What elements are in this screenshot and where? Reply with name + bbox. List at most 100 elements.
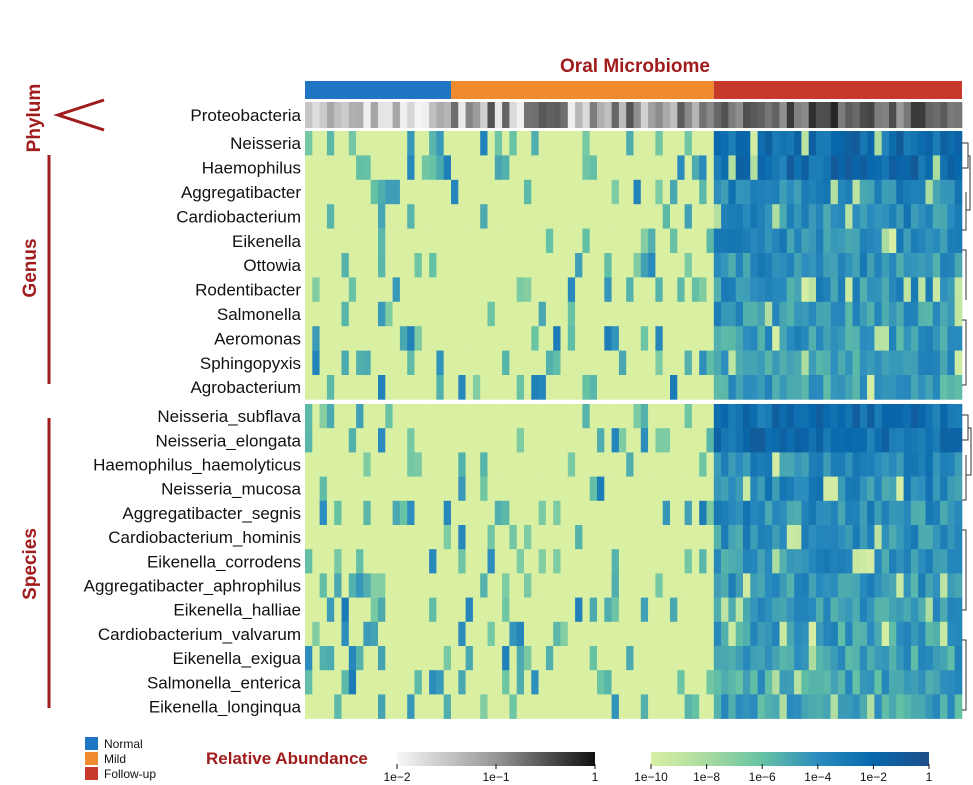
species-cell bbox=[509, 525, 517, 550]
species-cell bbox=[794, 597, 802, 623]
species-cell bbox=[582, 670, 590, 695]
species-cell bbox=[553, 621, 561, 647]
species-cell bbox=[421, 404, 430, 429]
phylum-cell bbox=[363, 102, 371, 128]
species-cell bbox=[326, 646, 335, 671]
phylum-cell bbox=[545, 102, 554, 128]
genus-cell bbox=[305, 350, 313, 376]
genus-cell bbox=[662, 253, 671, 278]
genus-cell bbox=[801, 277, 809, 303]
genus-cell bbox=[356, 277, 364, 303]
species-cell bbox=[472, 404, 481, 429]
genus-cell bbox=[312, 350, 320, 376]
genus-cell bbox=[421, 301, 430, 327]
genus-cell bbox=[589, 155, 598, 181]
genus-cell bbox=[341, 253, 350, 278]
species-cell bbox=[626, 452, 634, 477]
species-cell bbox=[918, 621, 926, 647]
genus-cell bbox=[618, 179, 627, 205]
genus-cell bbox=[947, 228, 955, 254]
species-cell bbox=[356, 694, 364, 719]
genus-cell bbox=[370, 253, 379, 278]
species-cell bbox=[940, 476, 948, 502]
species-cell bbox=[764, 525, 773, 550]
species-cell bbox=[334, 500, 342, 526]
species-cell bbox=[611, 428, 620, 453]
genus-cell bbox=[516, 131, 525, 156]
phylum-cell bbox=[553, 102, 561, 128]
genus-cell bbox=[604, 179, 612, 205]
genus-cell bbox=[502, 350, 510, 376]
species-cell bbox=[502, 670, 510, 695]
species-cell bbox=[451, 404, 459, 429]
species-cell bbox=[816, 646, 824, 671]
species-cell bbox=[910, 428, 919, 453]
species-cell bbox=[662, 476, 671, 502]
genus-cell bbox=[326, 155, 335, 181]
species-cell bbox=[472, 525, 481, 550]
genus-cell bbox=[918, 253, 926, 278]
species-cell bbox=[764, 549, 773, 574]
genus-cell bbox=[794, 155, 802, 181]
species-cell bbox=[823, 549, 831, 574]
genus-cell bbox=[910, 155, 919, 181]
genus-cell bbox=[750, 131, 758, 156]
genus-cell bbox=[874, 375, 882, 400]
genus-cell bbox=[407, 326, 415, 351]
genus-cell bbox=[553, 155, 561, 181]
species-cell bbox=[604, 549, 612, 574]
species-cell bbox=[531, 670, 539, 695]
genus-cell bbox=[378, 301, 386, 327]
species-cell bbox=[626, 621, 634, 647]
species-cell bbox=[334, 404, 342, 429]
genus-cell bbox=[633, 375, 642, 400]
genus-cell bbox=[443, 204, 452, 229]
genus-cell bbox=[932, 179, 941, 205]
species-cell bbox=[480, 500, 488, 526]
species-cell bbox=[823, 694, 831, 719]
species-cell bbox=[954, 500, 963, 526]
species-cell bbox=[940, 694, 948, 719]
genus-cell bbox=[677, 131, 685, 156]
species-cell bbox=[472, 646, 481, 671]
genus-cell bbox=[567, 155, 576, 181]
species-cell bbox=[662, 694, 671, 719]
species-cell bbox=[560, 646, 569, 671]
genus-cell bbox=[392, 375, 401, 400]
species-cell bbox=[881, 646, 890, 671]
species-cell bbox=[699, 428, 707, 453]
species-cell bbox=[918, 597, 926, 623]
species-cell bbox=[516, 428, 525, 453]
genus-cell bbox=[859, 375, 868, 400]
species-cell bbox=[516, 549, 525, 574]
species-cell bbox=[421, 573, 430, 598]
genus-cell bbox=[779, 228, 788, 254]
species-cell bbox=[757, 670, 766, 695]
species-cell bbox=[845, 525, 853, 550]
species-cell bbox=[932, 621, 941, 647]
genus-cell bbox=[348, 301, 357, 327]
genus-cell bbox=[699, 131, 707, 156]
phylum-cell bbox=[348, 102, 357, 128]
genus-cell bbox=[947, 253, 955, 278]
species-cell bbox=[925, 573, 934, 598]
genus-cell bbox=[524, 301, 532, 327]
species-cell bbox=[713, 621, 722, 647]
species-cell bbox=[494, 670, 503, 695]
species-cell bbox=[626, 597, 634, 623]
species-cell bbox=[312, 549, 320, 574]
genus-cell bbox=[421, 375, 430, 400]
genus-cell bbox=[757, 350, 766, 376]
genus-cell bbox=[502, 375, 510, 400]
species-cell bbox=[779, 452, 788, 477]
genus-cell bbox=[699, 375, 707, 400]
species-cell bbox=[597, 646, 605, 671]
species-cell bbox=[597, 694, 605, 719]
genus-cell bbox=[728, 375, 736, 400]
species-cell bbox=[837, 646, 846, 671]
species-cell bbox=[691, 573, 700, 598]
species-cell bbox=[764, 476, 773, 502]
species-cell bbox=[706, 573, 715, 598]
species-cell bbox=[465, 500, 474, 526]
species-cell bbox=[531, 525, 539, 550]
